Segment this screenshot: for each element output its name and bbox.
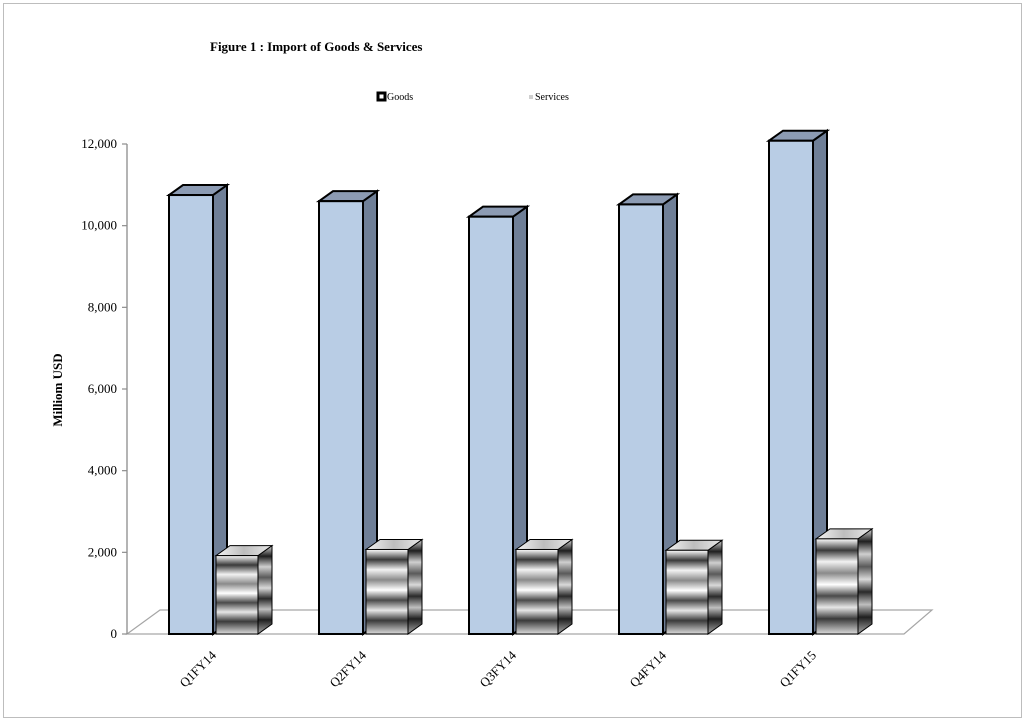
bar-goods-front (168, 194, 214, 636)
bar-services-side (707, 539, 723, 635)
y-tick-label: 6,000 (88, 381, 117, 396)
legend-entry-services: Services (529, 92, 569, 103)
legend-entry-goods: Goods (376, 91, 413, 103)
chart-title: Figure 1 : Import of Goods & Services (210, 39, 422, 54)
y-axis-label: Milliom USD (50, 353, 65, 426)
bar-services (214, 544, 274, 635)
bar-goods-front (468, 215, 514, 636)
bar-goods (315, 189, 381, 636)
bar-services (514, 538, 574, 635)
bar-goods (465, 204, 531, 636)
chart-svg: Figure 1 : Import of Goods & Services Go… (50, 39, 934, 690)
bar-services-front (815, 538, 859, 635)
bar-services-front (665, 549, 709, 635)
y-tick-label: 8,000 (88, 299, 117, 314)
bar-services-side (407, 538, 423, 635)
y-tick-label: 2,000 (88, 544, 117, 559)
x-tick-label: Q2FY14 (326, 647, 369, 690)
bar-services-front (365, 548, 409, 635)
bar-services (814, 527, 874, 635)
legend: Goods Services (376, 91, 569, 103)
bar-goods (765, 128, 831, 636)
bar-services-front (515, 548, 559, 635)
chart-frame: Figure 1 : Import of Goods & Services Go… (3, 3, 1022, 718)
legend-label-services: Services (535, 92, 569, 103)
x-axis: Q1FY14 Q2FY14 Q3FY14 Q4FY14 Q1FY15 (176, 647, 819, 690)
x-tick-label: Q4FY14 (626, 647, 669, 690)
bar-goods (165, 183, 231, 636)
bar-services (664, 539, 724, 635)
y-tick-label: 10,000 (81, 218, 117, 233)
bar-goods (615, 192, 681, 636)
y-tick-label: 12,000 (81, 136, 117, 151)
bar-goods-front (768, 139, 814, 635)
bar-services-side (557, 538, 573, 635)
bar-services (364, 538, 424, 635)
y-tick-label: 0 (111, 626, 118, 641)
bar-services-front (215, 555, 259, 635)
bar-services-side (257, 544, 273, 635)
legend-label-goods: Goods (387, 92, 413, 103)
legend-swatch-services (529, 95, 533, 99)
bar-goods-front (318, 200, 364, 636)
y-tick-label: 4,000 (88, 463, 117, 478)
bars (165, 128, 874, 636)
x-tick-label: Q1FY15 (776, 648, 819, 691)
y-axis: 0 2,000 4,000 6,000 8,000 10,000 12,000 (81, 136, 128, 641)
bar-goods-front (618, 203, 664, 636)
x-tick-label: Q1FY14 (176, 647, 219, 690)
x-tick-label: Q3FY14 (476, 647, 519, 690)
bar-services-side (857, 527, 873, 635)
